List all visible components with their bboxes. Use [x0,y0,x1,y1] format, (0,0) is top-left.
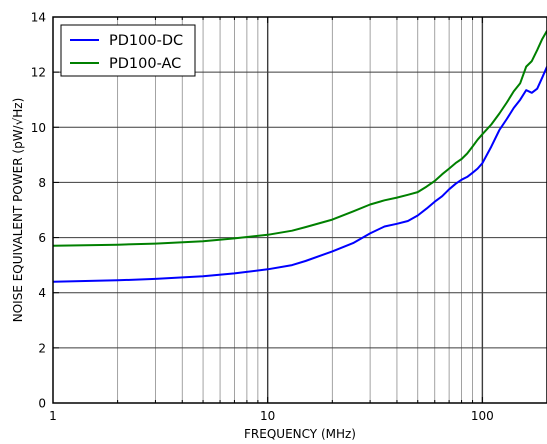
legend-box [60,24,196,77]
y-tick-label: 14 [31,11,46,25]
x-axis-title: FREQUENCY (MHz) [244,427,356,441]
x-tick-label: 1 [49,409,57,423]
y-tick-label: 10 [31,121,46,135]
plot-frame [52,16,547,404]
tick-labels: 1 10 100 0 2 4 6 8 10 12 14 [31,11,494,424]
series-line-pd100-ac [52,30,547,247]
x-tick-label: 10 [260,409,275,423]
series-layer [52,30,547,283]
y-axis-title: NOISE EQUIVALENT POWER (pW/√Hz) [11,98,25,323]
y-tick-label: 6 [38,231,46,245]
y-tick-label: 2 [38,341,46,355]
y-tick-label: 4 [38,286,46,300]
legend-label: PD100-DC [109,33,183,49]
y-tick-label: 0 [38,397,46,411]
y-tick-label: 8 [38,176,46,190]
legend-label: PD100-AC [109,56,181,72]
grid [53,17,547,403]
legend: PD100-DC PD100-AC [60,24,196,77]
y-tick-label: 12 [31,66,46,80]
series-line-pd100-dc [52,66,547,283]
x-tick-label: 100 [471,409,494,423]
ticks [52,16,483,404]
